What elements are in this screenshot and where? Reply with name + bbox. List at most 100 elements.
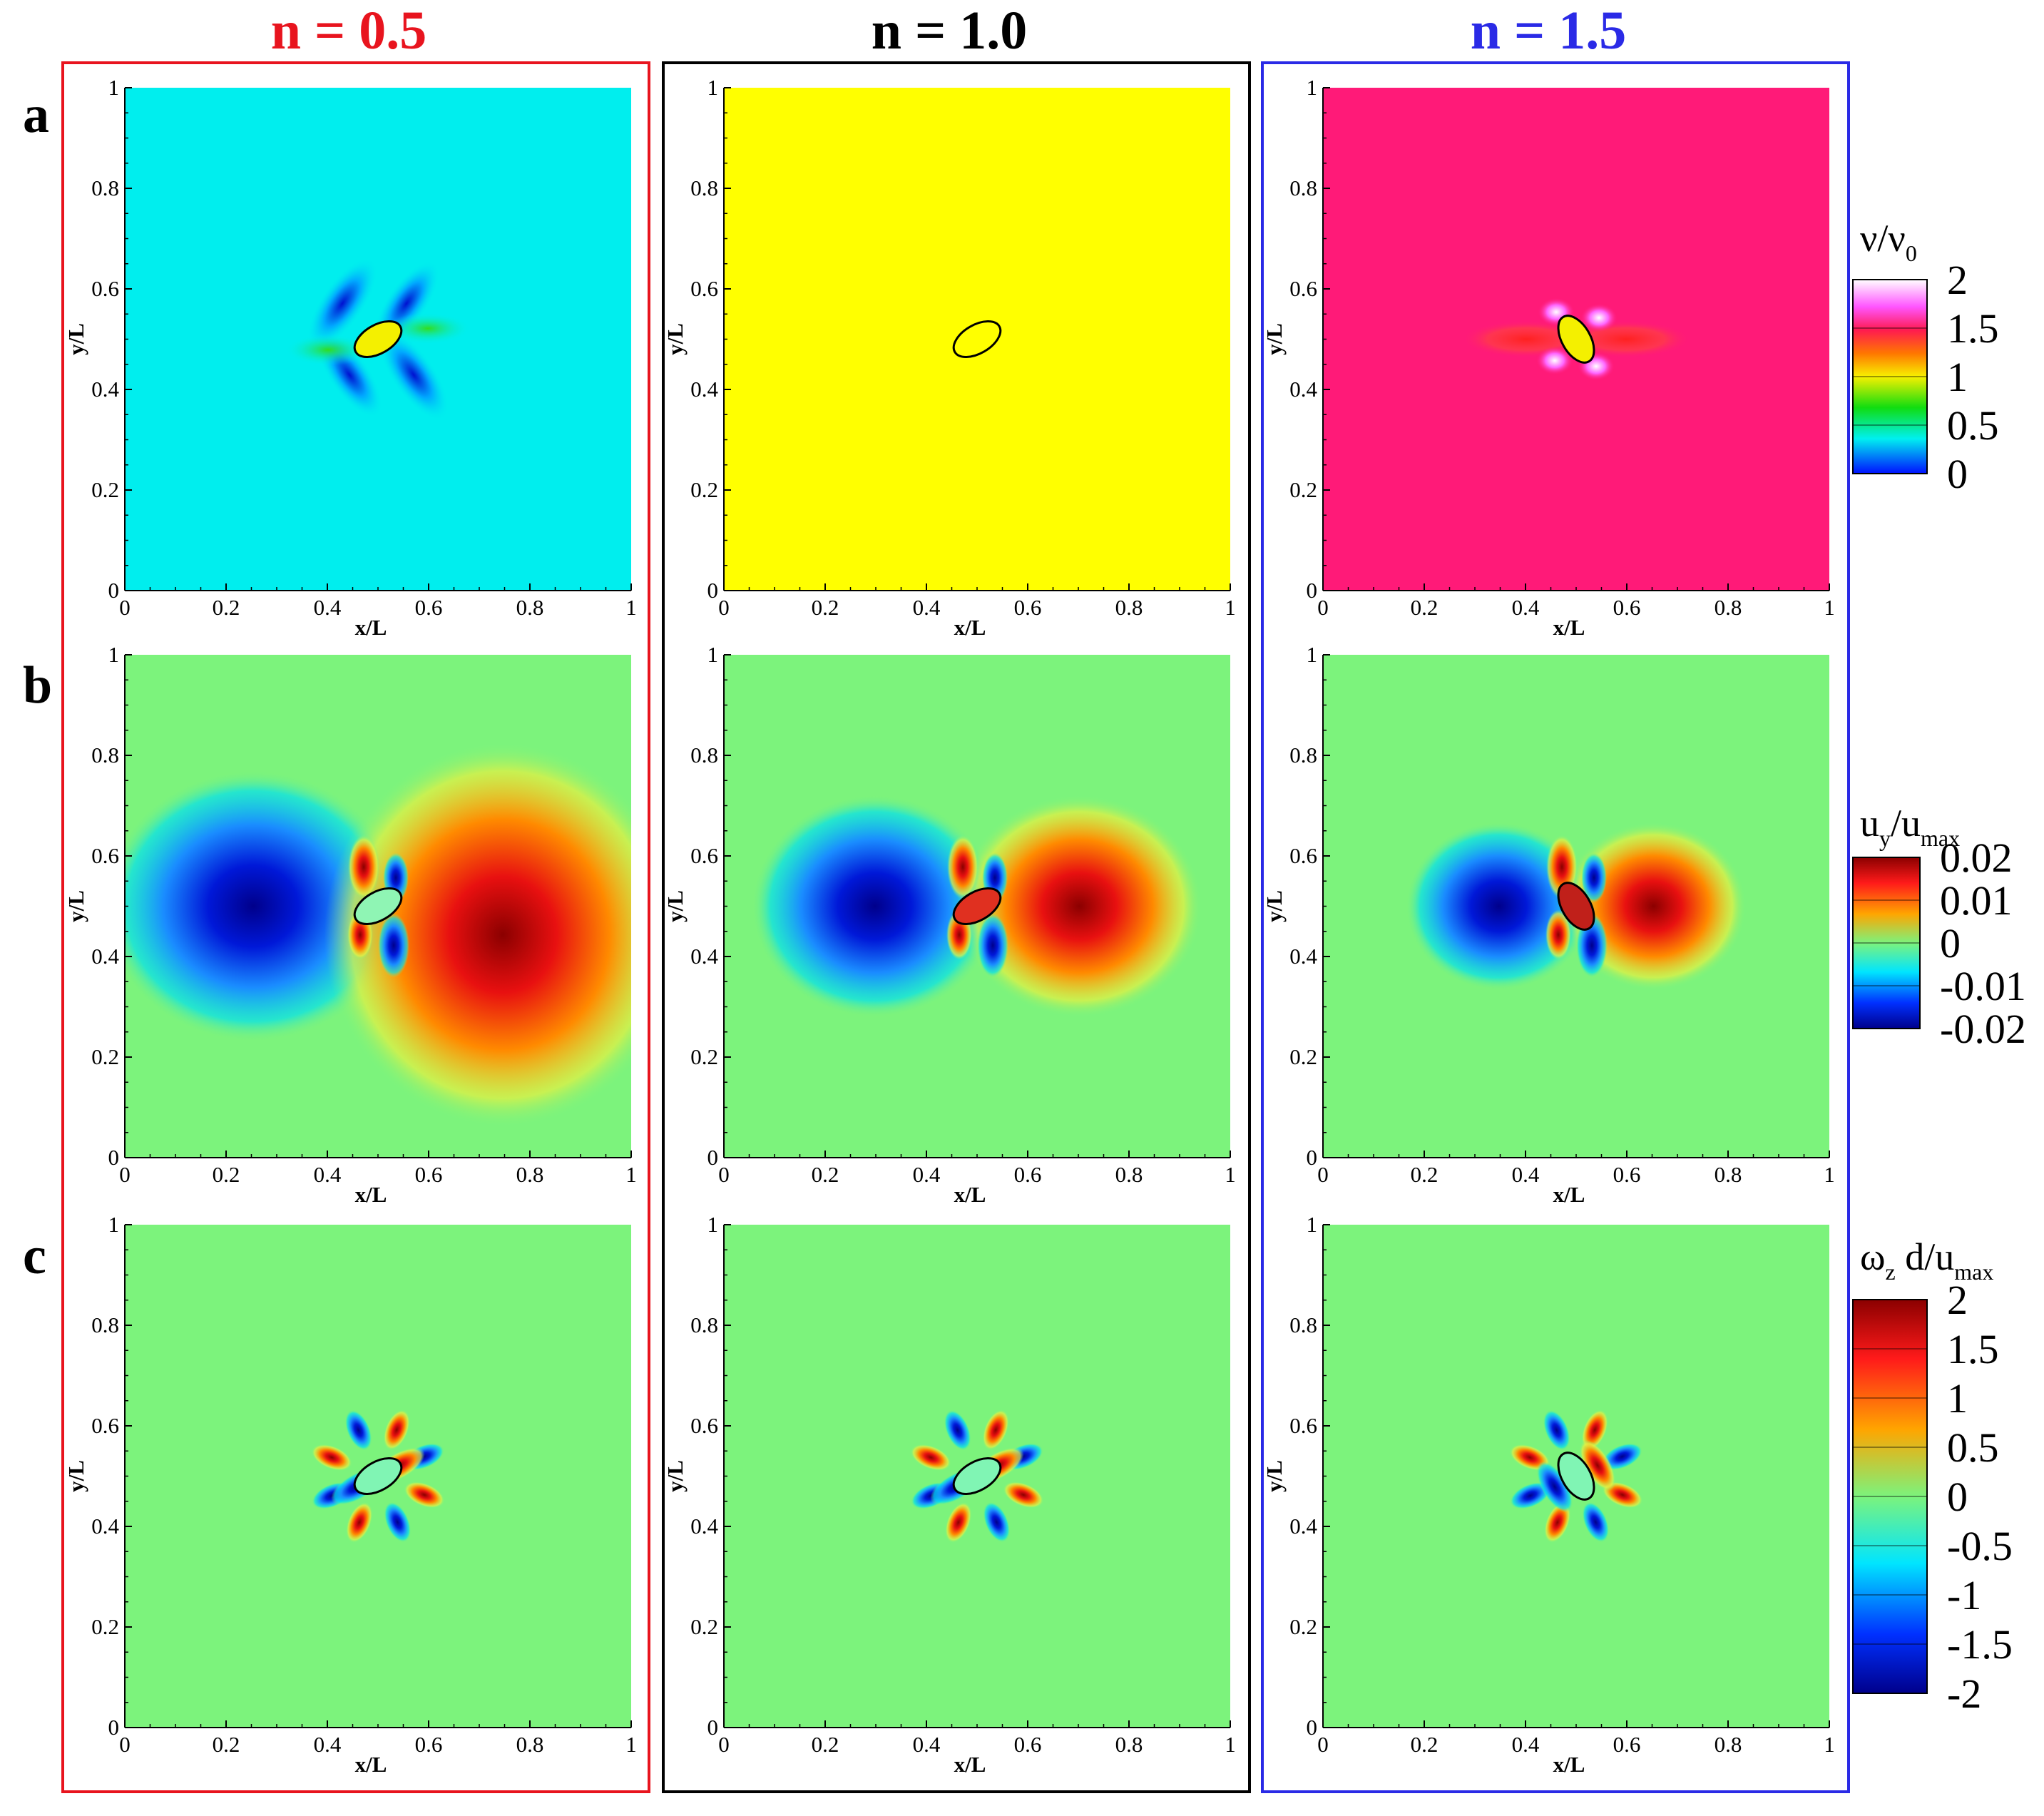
y-tick-label: 0.6 bbox=[690, 843, 718, 868]
vorticity-lobe bbox=[346, 1501, 373, 1543]
mid-viscosity-lobe bbox=[285, 334, 371, 366]
y-tick-label: 0.6 bbox=[690, 276, 718, 301]
x-tick-label: 0.8 bbox=[516, 1162, 544, 1187]
x-axis-label: x/L bbox=[1553, 615, 1585, 640]
colorbar-tick-label: 1 bbox=[1947, 1375, 1968, 1422]
x-tick-label: 0.2 bbox=[213, 595, 240, 620]
x-tick-label: 1 bbox=[625, 1162, 637, 1187]
x-tick-label: 0.8 bbox=[1715, 1732, 1742, 1757]
colorbar-tick-label: -0.5 bbox=[1947, 1523, 2013, 1569]
field-features bbox=[1406, 822, 1747, 991]
colorbar-tick-label: -0.01 bbox=[1940, 963, 2026, 1009]
y-tick-label: 1 bbox=[1307, 75, 1318, 100]
x-axis-label: x/L bbox=[355, 615, 387, 640]
field-features bbox=[910, 1409, 1044, 1543]
x-tick-label: 0 bbox=[718, 1732, 730, 1757]
y-axis-label: y/L bbox=[63, 1460, 88, 1492]
column-frame-3 bbox=[1261, 61, 1850, 1793]
x-tick-label: 0.8 bbox=[1115, 1162, 1143, 1187]
vorticity-lobe bbox=[944, 1409, 971, 1451]
colorbar-tick-label: 1.5 bbox=[1947, 1326, 1999, 1372]
elliptical-particle bbox=[353, 887, 403, 925]
x-tick-label: 0.2 bbox=[812, 595, 839, 620]
x-tick-label: 0.6 bbox=[415, 595, 443, 620]
column-frame-2 bbox=[662, 61, 1251, 1793]
x-axis-label: x/L bbox=[355, 1182, 387, 1207]
y-tick-label: 0.6 bbox=[91, 843, 119, 868]
elliptical-particle bbox=[952, 1457, 1002, 1495]
colorbar-tick-label: 1.5 bbox=[1947, 305, 1999, 352]
colorbar-tick-label: 0 bbox=[1947, 1474, 1968, 1520]
x-tick-label: 1 bbox=[1824, 1732, 1835, 1757]
x-axis-label: x/L bbox=[1553, 1182, 1585, 1207]
y-tick-label: 0.4 bbox=[1289, 944, 1317, 969]
peak-viscosity-spot bbox=[1580, 303, 1618, 332]
y-tick-label: 0 bbox=[1307, 1715, 1318, 1740]
y-tick-label: 0.6 bbox=[1289, 1413, 1317, 1438]
x-tick-label: 1 bbox=[1225, 1732, 1236, 1757]
y-tick-label: 0.4 bbox=[91, 377, 119, 402]
y-tick-label: 1 bbox=[1307, 1212, 1318, 1237]
vorticity-lobe bbox=[983, 1501, 1011, 1543]
elliptical-particle bbox=[952, 887, 1002, 925]
x-axis-label: x/L bbox=[954, 1752, 986, 1777]
y-tick-label: 0.8 bbox=[1289, 743, 1317, 767]
colorbar-c: 21.510.50-0.5-1-1.5-2 ωz d/umax bbox=[1852, 1235, 2013, 1717]
field-features bbox=[125, 742, 631, 1128]
x-tick-label: 1 bbox=[625, 1732, 637, 1757]
elliptical-particle bbox=[952, 320, 1002, 358]
vorticity-lobe bbox=[1544, 1501, 1571, 1543]
y-tick-label: 0.6 bbox=[1289, 843, 1317, 868]
y-tick-label: 1 bbox=[108, 75, 120, 100]
y-tick-label: 0 bbox=[108, 1715, 120, 1740]
y-tick-label: 0.2 bbox=[91, 1044, 119, 1069]
panel-c-2: 0 0.2 0.4 0.6 0.8 1 0 0.2 0.4 0.6 0.8 1 x/L y/L bbox=[663, 1212, 1236, 1777]
colorbar-tick-label: -2 bbox=[1947, 1670, 1981, 1717]
x-tick-label: 0.4 bbox=[314, 1732, 342, 1757]
elliptical-particle bbox=[1557, 315, 1595, 364]
low-viscosity-lobe bbox=[307, 257, 378, 350]
y-tick-label: 0.4 bbox=[1289, 377, 1317, 402]
x-tick-label: 0.4 bbox=[1512, 1162, 1540, 1187]
y-tick-label: 1 bbox=[707, 642, 719, 667]
near-field-lobe bbox=[1545, 909, 1571, 960]
x-axis-label: x/L bbox=[954, 615, 986, 640]
y-tick-label: 0.2 bbox=[690, 1044, 718, 1069]
y-tick-label: 0.8 bbox=[690, 1312, 718, 1337]
y-tick-label: 0.2 bbox=[1289, 1044, 1317, 1069]
x-tick-label: 0.2 bbox=[812, 1162, 839, 1187]
x-tick-label: 0.2 bbox=[812, 1732, 839, 1757]
x-tick-label: 0 bbox=[1317, 595, 1329, 620]
x-tick-label: 0 bbox=[1317, 1732, 1329, 1757]
y-tick-label: 0.2 bbox=[91, 1614, 119, 1639]
vorticity-lobe bbox=[982, 1409, 1009, 1451]
x-axis-label: x/L bbox=[1553, 1752, 1585, 1777]
y-axis-label: y/L bbox=[63, 323, 88, 355]
y-tick-label: 1 bbox=[1307, 642, 1318, 667]
colorbar-tick-label: 0.5 bbox=[1947, 1424, 1999, 1471]
vorticity-core bbox=[1579, 1439, 1616, 1491]
y-axis-label: y/L bbox=[663, 890, 688, 922]
y-tick-label: 0.8 bbox=[91, 1312, 119, 1337]
y-tick-label: 0.4 bbox=[690, 944, 718, 969]
colorbar-tick-label: 2 bbox=[1947, 1277, 1968, 1323]
vorticity-lobe bbox=[1003, 1481, 1044, 1509]
y-tick-label: 0.2 bbox=[91, 477, 119, 502]
y-tick-label: 0.6 bbox=[1289, 276, 1317, 301]
x-tick-label: 0.6 bbox=[1613, 1732, 1641, 1757]
y-tick-label: 0 bbox=[707, 1715, 719, 1740]
downward-velocity-region bbox=[752, 795, 998, 1018]
row-label-c: c bbox=[23, 1227, 46, 1285]
x-tick-label: 0.4 bbox=[314, 595, 342, 620]
y-axis-label: y/L bbox=[1262, 1460, 1287, 1492]
x-tick-label: 0.6 bbox=[1613, 1162, 1641, 1187]
panel-c-1: 0 0.2 0.4 0.6 0.8 1 0 0.2 0.4 0.6 0.8 1 x/L y/L bbox=[63, 1212, 637, 1777]
elliptical-particle bbox=[1557, 1452, 1595, 1501]
colorbar-tick-label: -1 bbox=[1947, 1572, 1981, 1618]
y-tick-label: 0.8 bbox=[91, 743, 119, 767]
y-tick-label: 1 bbox=[707, 1212, 719, 1237]
x-tick-label: 0.6 bbox=[415, 1162, 443, 1187]
vorticity-lobe bbox=[945, 1501, 972, 1543]
low-viscosity-lobe bbox=[378, 329, 449, 421]
peak-viscosity-spot bbox=[1536, 346, 1573, 375]
